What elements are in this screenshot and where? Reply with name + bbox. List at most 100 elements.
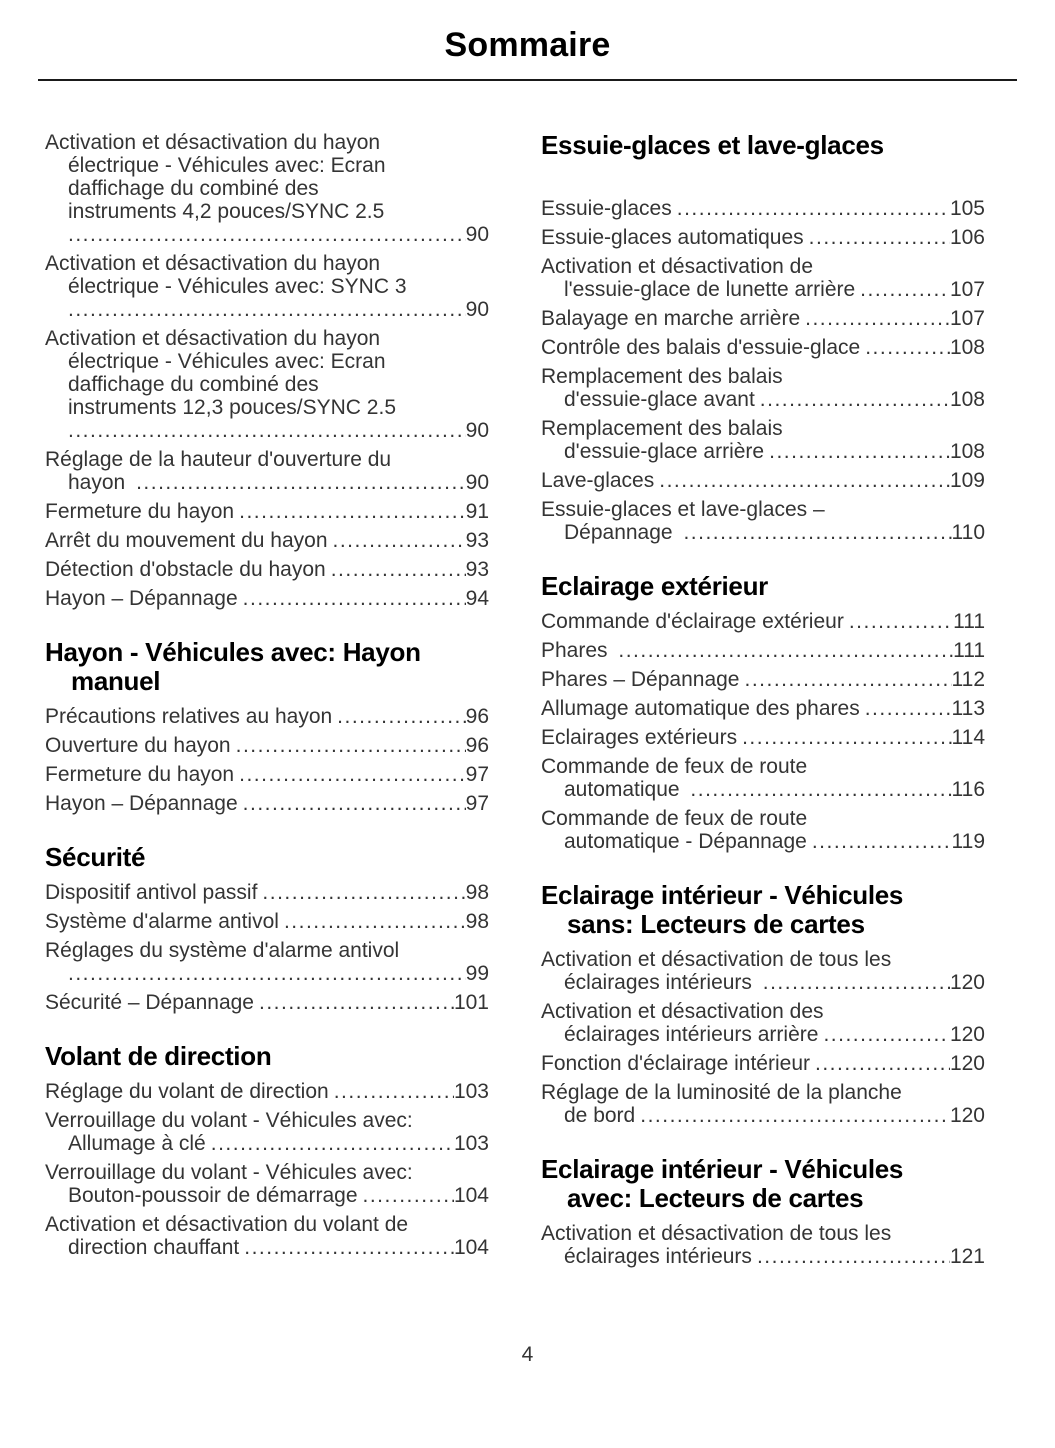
entry-page-number: 98 (465, 881, 489, 904)
dot-leader: ........................................… (676, 197, 950, 220)
entry-leader-line: l'essuie-glace de lunette arrière.......… (541, 278, 985, 301)
entry-leader-line: Eclairages extérieurs...................… (541, 726, 985, 749)
entry-page-number: 104 (453, 1184, 489, 1207)
toc-entry: Activation et désactivation des éclairage… (541, 1000, 985, 1046)
toc-entry: Commande de feux de route automatique - D… (541, 807, 985, 853)
section-heading-line: Eclairage intérieur - Véhicules (541, 880, 904, 910)
toc-entry: Détection d'obstacle du hayon...........… (45, 558, 489, 581)
section-entries: Dispositif antivol passif...............… (45, 881, 489, 1014)
dot-leader: ........................................… (239, 500, 466, 523)
toc-entry: Verrouillage du volant - Véhicules avec:… (45, 1161, 489, 1207)
entry-line: Remplacement des balais (541, 365, 783, 388)
entry-text: Bouton-poussoir de démarrage (68, 1184, 358, 1207)
toc-entry: Réglage du volant de direction..........… (45, 1080, 489, 1103)
toc-entry: Contrôle des balais d'essuie-glace......… (541, 336, 985, 359)
dot-leader: ........................................… (337, 705, 465, 728)
entry-leader-line: Système d'alarme antivol................… (45, 910, 489, 933)
dot-leader: ........................................… (262, 881, 465, 904)
dot-leader: ........................................… (762, 971, 950, 994)
section-heading-line: avec: Lecteurs de cartes (567, 1183, 864, 1213)
entry-page-number: 103 (453, 1132, 489, 1155)
entry-text: Sécurité – Dépannage (45, 991, 254, 1014)
entry-line: Activation et désactivation du hayon (45, 131, 381, 154)
dot-leader: ........................................… (811, 830, 952, 853)
entry-line: Commande de feux de route (541, 755, 808, 778)
entry-text: Balayage en marche arrière (541, 307, 801, 330)
toc-entry: Fermeture du hayon......................… (45, 500, 489, 523)
toc-section: Eclairage extérieur Commande d'éclairage … (541, 571, 985, 854)
entry-page-number: 120 (949, 1104, 985, 1127)
dot-leader: ........................................… (68, 223, 466, 246)
section-heading: Sécurité (45, 843, 489, 872)
section-entries: Activation et désactivation du hayon élec… (45, 131, 489, 610)
dot-leader: ........................................… (823, 1023, 950, 1046)
toc-entry: Commande d'éclairage extérieur..........… (541, 610, 985, 633)
toc-section: Activation et désactivation du hayon élec… (45, 131, 489, 610)
toc-entry: Hayon – Dépannage.......................… (45, 587, 489, 610)
entry-page-number: 111 (953, 610, 985, 633)
dot-leader: ........................................… (244, 1236, 454, 1259)
entry-leader-line: Contrôle des balais d'essuie-glace......… (541, 336, 985, 359)
entry-page-number: 90 (465, 419, 489, 442)
entry-leader-line: Allumage automatique des phares.........… (541, 697, 985, 720)
toc-entry: Réglage de la luminosité de la planche de… (541, 1081, 985, 1127)
section-heading-line: Sécurité (45, 842, 146, 872)
entry-text: Détection d'obstacle du hayon (45, 558, 326, 581)
entry-page-number: 120 (949, 1052, 985, 1075)
dot-leader: ........................................… (332, 529, 466, 552)
toc-entry: Eclairages extérieurs...................… (541, 726, 985, 749)
entry-line: daffichage du combiné des (68, 373, 319, 396)
entry-page-number: 93 (465, 558, 489, 581)
entry-text: Phares (541, 639, 614, 662)
entry-leader-line: Précautions relatives au hayon..........… (45, 705, 489, 728)
entry-text: Fermeture du hayon (45, 500, 235, 523)
entry-line: Activation et désactivation de tous les (541, 948, 892, 971)
entry-leader-line: Commande d'éclairage extérieur..........… (541, 610, 985, 633)
entry-leader-line: Essuie-glaces...........................… (541, 197, 985, 220)
toc-entry: Précautions relatives au hayon..........… (45, 705, 489, 728)
dot-leader: ........................................… (68, 298, 466, 321)
toc-section: Hayon - Véhicules avec: Hayon manuel Préca… (45, 638, 489, 816)
entry-line: électrique - Véhicules avec: SYNC 3 (68, 275, 407, 298)
dot-leader: ........................................… (640, 1104, 950, 1127)
entry-leader-line: ........................................… (45, 419, 489, 442)
toc-entry: Commande de feux de route automatique ...… (541, 755, 985, 801)
toc-section: Volant de direction Réglage du volant de … (45, 1042, 489, 1260)
title-divider (38, 79, 1017, 81)
entry-page-number: 94 (465, 587, 489, 610)
entry-line: Activation et désactivation du hayon (45, 252, 381, 275)
entry-text: Allumage automatique des phares (541, 697, 860, 720)
dot-leader: ........................................… (805, 307, 950, 330)
entry-line: Activation et désactivation du hayon (45, 327, 381, 350)
entry-page-number: 119 (951, 830, 985, 853)
dot-leader: ........................................… (235, 734, 466, 757)
entry-leader-line: hayon ..................................… (45, 471, 489, 494)
dot-leader: ........................................… (815, 1052, 950, 1075)
entry-page-number: 97 (465, 763, 489, 786)
entry-text: Phares – Dépannage (541, 668, 740, 691)
dot-leader: ........................................… (756, 1245, 950, 1268)
toc-entry: Fonction d'éclairage intérieur..........… (541, 1052, 985, 1075)
entry-page-number: 105 (949, 197, 985, 220)
toc-entry: Essuie-glaces...........................… (541, 197, 985, 220)
dot-leader: ........................................… (68, 962, 466, 985)
dot-leader: ........................................… (742, 726, 951, 749)
entry-text: d'essuie-glace avant (564, 388, 755, 411)
section-heading: Eclairage intérieur - Véhicules sans: Lec… (541, 881, 985, 939)
entry-leader-line: Fonction d'éclairage intérieur..........… (541, 1052, 985, 1075)
section-heading-line: Eclairage extérieur (541, 571, 768, 601)
entry-leader-line: Lave-glaces.............................… (541, 469, 985, 492)
entry-line: Verrouillage du volant - Véhicules avec: (45, 1109, 413, 1132)
entry-line: Activation et désactivation des (541, 1000, 824, 1023)
entry-line: Activation et désactivation du volant de (45, 1213, 409, 1236)
toc-entry: Balayage en marche arrière..............… (541, 307, 985, 330)
entry-line: Verrouillage du volant - Véhicules avec: (45, 1161, 413, 1184)
entry-leader-line: Balayage en marche arrière..............… (541, 307, 985, 330)
section-heading: Hayon - Véhicules avec: Hayon manuel (45, 638, 489, 696)
entry-page-number: 96 (465, 705, 489, 728)
entry-leader-line: Dépannage ..............................… (541, 521, 985, 544)
entry-text: Essuie-glaces automatiques (541, 226, 804, 249)
toc-entry: Activation et désactivation du hayon élec… (45, 327, 489, 442)
entry-text: Fermeture du hayon (45, 763, 235, 786)
toc-entry: Activation et désactivation du hayon élec… (45, 131, 489, 246)
